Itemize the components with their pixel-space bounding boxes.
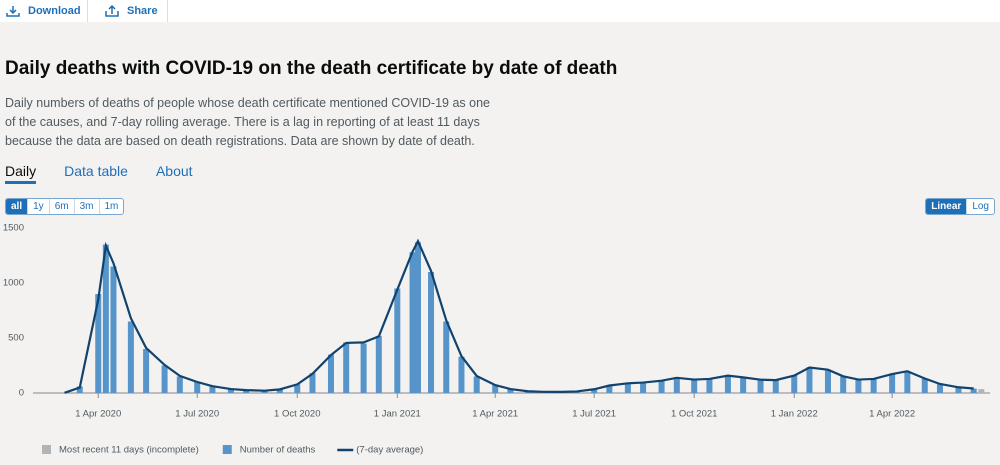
bar bbox=[855, 379, 862, 393]
download-label: Download bbox=[28, 5, 81, 17]
bar bbox=[791, 375, 798, 393]
bar bbox=[110, 266, 117, 393]
download-button[interactable]: Download bbox=[6, 0, 81, 22]
legend-label: Number of deaths bbox=[240, 445, 316, 456]
range-button[interactable]: 1y bbox=[27, 199, 49, 214]
title: Daily deaths with COVID-19 on the death … bbox=[5, 58, 618, 79]
toolbar: Download Share bbox=[0, 0, 1000, 22]
x-tick-label: 1 Jan 2022 bbox=[771, 409, 818, 420]
bar bbox=[428, 272, 435, 393]
y-tick-label: 1500 bbox=[3, 223, 24, 234]
range-button[interactable]: 3m bbox=[73, 199, 99, 214]
bar bbox=[443, 321, 450, 393]
bar bbox=[161, 365, 168, 393]
tab[interactable]: About bbox=[155, 163, 193, 179]
bar bbox=[507, 389, 514, 393]
bar bbox=[458, 356, 465, 393]
legend-swatch bbox=[42, 445, 51, 454]
tabs: Daily Data table About bbox=[5, 163, 193, 184]
x-tick-label: 1 Oct 2021 bbox=[671, 409, 717, 420]
x-tick-label: 1 Oct 2020 bbox=[274, 409, 320, 420]
bar bbox=[176, 376, 183, 393]
bar bbox=[673, 377, 680, 393]
bar bbox=[824, 369, 831, 393]
scale-buttons: Linear Log bbox=[925, 198, 995, 215]
tab[interactable]: Data table bbox=[64, 163, 128, 179]
tab[interactable]: Daily bbox=[5, 163, 37, 184]
bar bbox=[375, 335, 382, 393]
x-tick-label: 1 Jul 2021 bbox=[572, 409, 616, 420]
x-tick-label: 1 Apr 2022 bbox=[869, 409, 915, 420]
range-button[interactable]: all bbox=[6, 199, 28, 214]
bar bbox=[309, 373, 316, 393]
bar bbox=[327, 354, 334, 393]
bar bbox=[143, 349, 150, 393]
separator bbox=[87, 0, 88, 22]
bar bbox=[127, 321, 134, 393]
separator bbox=[167, 0, 168, 22]
share-button[interactable]: Share bbox=[105, 0, 158, 22]
bar bbox=[243, 390, 250, 393]
bar bbox=[102, 244, 109, 393]
bar bbox=[955, 387, 962, 393]
legend-label: (7-day average) bbox=[356, 445, 423, 456]
description: Daily numbers of deaths of people whose … bbox=[5, 96, 490, 148]
bar bbox=[640, 382, 647, 393]
bar bbox=[658, 380, 665, 393]
bar bbox=[936, 384, 943, 393]
bar bbox=[414, 242, 421, 393]
range-buttons: all 1y 6m 3m 1m bbox=[5, 198, 125, 215]
bar bbox=[889, 373, 896, 393]
legend-label: Most recent 11 days (incomplete) bbox=[59, 445, 199, 456]
bar bbox=[227, 389, 234, 393]
bar bbox=[409, 252, 416, 393]
y-tick-label: 0 bbox=[19, 388, 24, 399]
x-tick-label: 1 Jul 2020 bbox=[175, 409, 219, 420]
bar bbox=[294, 384, 301, 393]
bar bbox=[606, 385, 613, 393]
x-tick-label: 1 Jan 2021 bbox=[374, 409, 421, 420]
bar bbox=[706, 378, 713, 393]
bar bbox=[740, 377, 747, 393]
bar bbox=[840, 376, 847, 393]
bar bbox=[394, 288, 401, 393]
chart: 0 500 1000 1500 1 Apr 2020 1 Jul 2020 1 Oct 20… bbox=[3, 223, 990, 456]
bar bbox=[806, 367, 813, 393]
bar bbox=[95, 294, 102, 393]
bar bbox=[209, 386, 216, 393]
bar bbox=[870, 378, 877, 393]
bar bbox=[757, 379, 764, 393]
bar bbox=[691, 379, 698, 393]
y-tick-label: 1000 bbox=[3, 278, 24, 289]
bar bbox=[724, 375, 731, 393]
bar bbox=[772, 380, 779, 393]
bar bbox=[360, 343, 367, 393]
bar bbox=[194, 382, 201, 393]
bar bbox=[978, 389, 985, 393]
bar bbox=[904, 371, 911, 393]
bar bbox=[343, 342, 350, 393]
x-tick-label: 1 Apr 2021 bbox=[472, 409, 518, 420]
average-line bbox=[64, 238, 974, 394]
y-tick-label: 500 bbox=[8, 333, 24, 344]
bar bbox=[76, 386, 83, 393]
x-tick-label: 1 Apr 2020 bbox=[75, 409, 121, 420]
bar bbox=[921, 378, 928, 393]
range-button[interactable]: 6m bbox=[48, 199, 74, 214]
bar bbox=[276, 389, 283, 393]
share-icon bbox=[105, 5, 119, 17]
scale-button[interactable]: Linear bbox=[926, 199, 967, 214]
download-icon bbox=[6, 6, 20, 17]
bar bbox=[591, 389, 598, 393]
scale-button[interactable]: Log bbox=[966, 199, 994, 214]
bar bbox=[473, 376, 480, 393]
bar bbox=[261, 390, 268, 393]
legend-swatch bbox=[222, 445, 232, 454]
bar bbox=[492, 385, 499, 393]
share-label: Share bbox=[127, 5, 158, 17]
bar bbox=[624, 383, 631, 393]
range-button[interactable]: 1m bbox=[98, 199, 124, 214]
bar bbox=[970, 388, 977, 393]
